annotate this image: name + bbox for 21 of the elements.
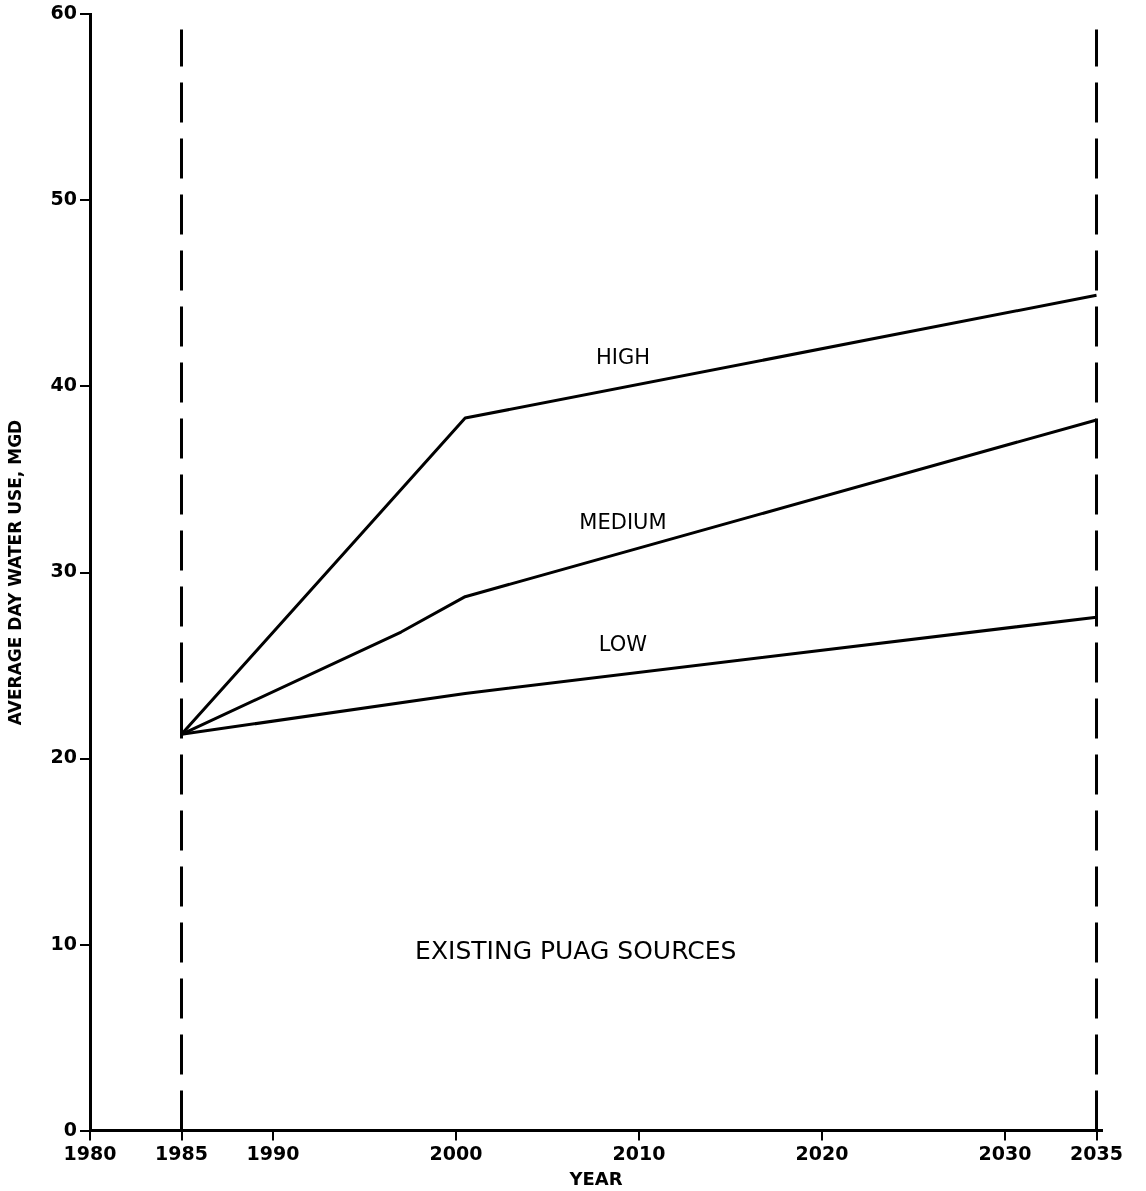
- y-tick-label: 10: [50, 931, 77, 954]
- y-tick-label: 20: [50, 745, 77, 768]
- x-tick-label: 2000: [429, 1141, 483, 1164]
- x-tick-label: 2035: [1070, 1141, 1123, 1164]
- x-tick-label: 2010: [612, 1141, 666, 1164]
- y-axis-title: AVERAGE DAY WATER USE, MGD: [4, 419, 25, 726]
- series-label: LOW: [598, 632, 648, 657]
- annotation: EXISTING PUAG SOURCES: [415, 935, 737, 965]
- y-tick-label: 40: [50, 373, 77, 396]
- x-tick-label: 1990: [246, 1141, 300, 1164]
- y-tick-label: 50: [50, 187, 77, 210]
- series-label: MEDIUM: [579, 510, 667, 535]
- x-tick-label: 2030: [978, 1141, 1032, 1164]
- y-tick-label: 60: [50, 1, 77, 24]
- x-axis-title: YEAR: [568, 1167, 623, 1189]
- series-label: HIGH: [595, 345, 651, 370]
- x-tick-label: 2020: [795, 1141, 849, 1164]
- x-tick-label: 1985: [155, 1141, 208, 1164]
- y-tick-label: 0: [63, 1117, 77, 1140]
- x-tick-label: 1980: [63, 1141, 117, 1164]
- y-tick-label: 30: [50, 559, 77, 582]
